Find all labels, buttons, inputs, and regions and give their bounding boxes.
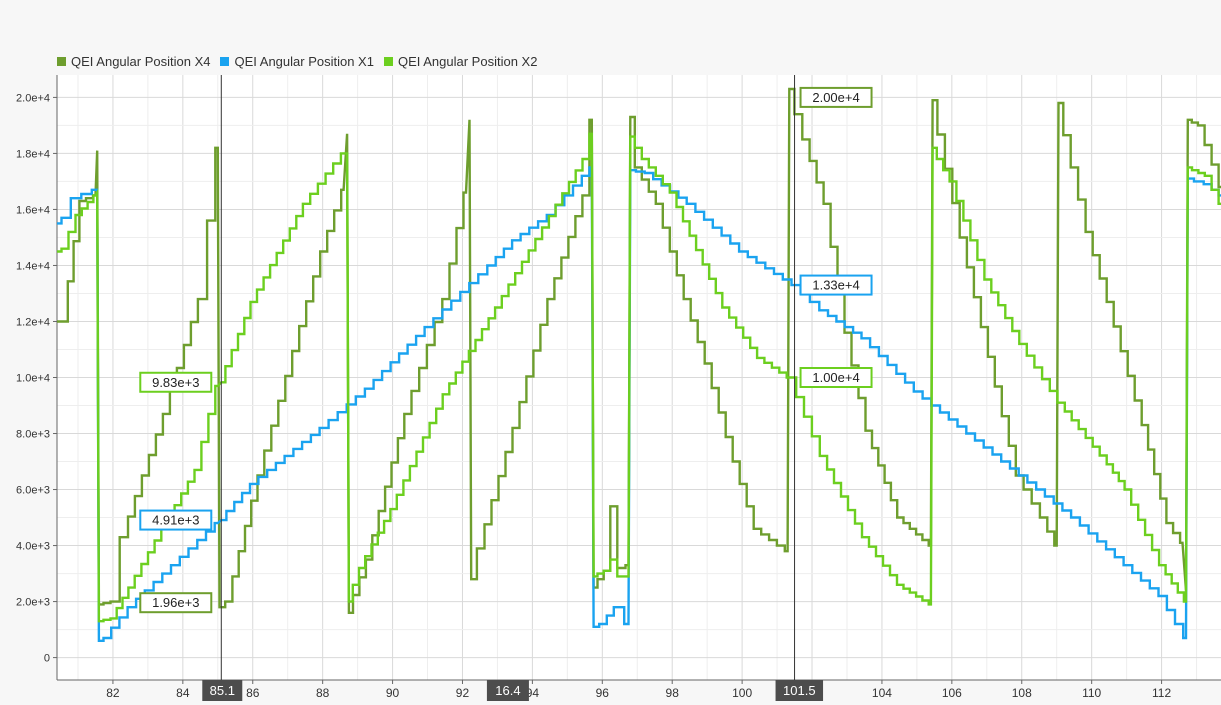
- value-tooltip-box: [799, 274, 873, 296]
- x-tick-label: 88: [316, 686, 330, 700]
- value-tooltip-text: 2.00e+4: [812, 90, 859, 105]
- legend-swatch: [383, 56, 393, 66]
- y-tick-label: 6.0e+3: [16, 485, 50, 497]
- y-tick-label: 2.0e+3: [16, 597, 50, 609]
- y-tick-label: 4.0e+3: [16, 541, 50, 553]
- legend-item[interactable]: QEI Angular Position X4: [57, 54, 210, 69]
- legend-item[interactable]: QEI Angular Position X2: [383, 53, 538, 69]
- chart-legend: QEI Angular Position X4 QEI Angular Posit…: [57, 52, 537, 70]
- value-tooltip-text: 1.00e+4: [812, 370, 859, 385]
- legend-label: QEI Angular Position X2: [397, 53, 538, 69]
- x-tick-label: 104: [872, 686, 892, 700]
- value-tooltip-box: [139, 592, 213, 614]
- y-tick-label: 1.4e+4: [16, 260, 50, 272]
- value-tooltip-box: [799, 367, 873, 388]
- x-tick-label: 112: [1152, 686, 1171, 700]
- cursor-label: 101.5: [783, 683, 816, 698]
- x-tick-label: 100: [732, 686, 752, 700]
- legend-label: QEI Angular Position X1: [234, 53, 374, 69]
- series-line-x4: [57, 87, 1221, 614]
- x-tick-label: 96: [596, 686, 610, 700]
- legend-swatch: [57, 56, 66, 66]
- value-tooltip-box: [799, 86, 873, 108]
- legend-label: QEI Angular Position X4: [71, 53, 211, 69]
- cursor-label-bg: [202, 680, 243, 701]
- x-tick-label: 94: [526, 686, 540, 700]
- x-tick-label: 84: [176, 686, 190, 700]
- x-tick-label: 98: [666, 686, 680, 700]
- y-tick-label: 1.2e+4: [16, 316, 50, 328]
- value-tooltip-text: 1.33e+4: [812, 278, 859, 293]
- legend-item[interactable]: QEI Angular Position X1: [220, 53, 374, 69]
- value-tooltip-text: 1.96e+3: [152, 595, 199, 610]
- y-tick-label: 1.0e+4: [16, 373, 50, 385]
- series-line-x1: [57, 166, 1221, 642]
- cursor-label-bg: [775, 680, 824, 701]
- y-tick-label: 0: [44, 653, 50, 665]
- value-tooltip-box: [139, 509, 213, 531]
- legend-swatch: [220, 56, 230, 66]
- y-tick-label: 1.8e+4: [16, 148, 50, 160]
- x-tick-label: 90: [386, 686, 400, 700]
- value-tooltip-text: 4.91e+3: [152, 513, 199, 528]
- cursor-label: 85.1: [210, 683, 235, 698]
- value-tooltip-box: [139, 371, 213, 393]
- y-tick-label: 2.0e+4: [16, 92, 50, 104]
- cursor-delta-bg: [486, 680, 529, 701]
- x-tick-label: 106: [942, 686, 962, 700]
- y-tick-label: 8.0e+3: [16, 429, 50, 441]
- x-tick-label: 86: [246, 686, 260, 700]
- series-line-x2: [57, 132, 1221, 623]
- x-tick-label: 82: [106, 686, 120, 700]
- cursor-delta-label: 16.4: [495, 683, 520, 698]
- series-group: [57, 87, 1221, 642]
- x-tick-label: 108: [1012, 686, 1032, 700]
- value-tooltip-text: 9.83e+3: [152, 375, 199, 390]
- x-tick-label: 92: [456, 686, 470, 700]
- y-tick-label: 1.6e+4: [16, 204, 50, 216]
- x-tick-label: 110: [1082, 686, 1101, 700]
